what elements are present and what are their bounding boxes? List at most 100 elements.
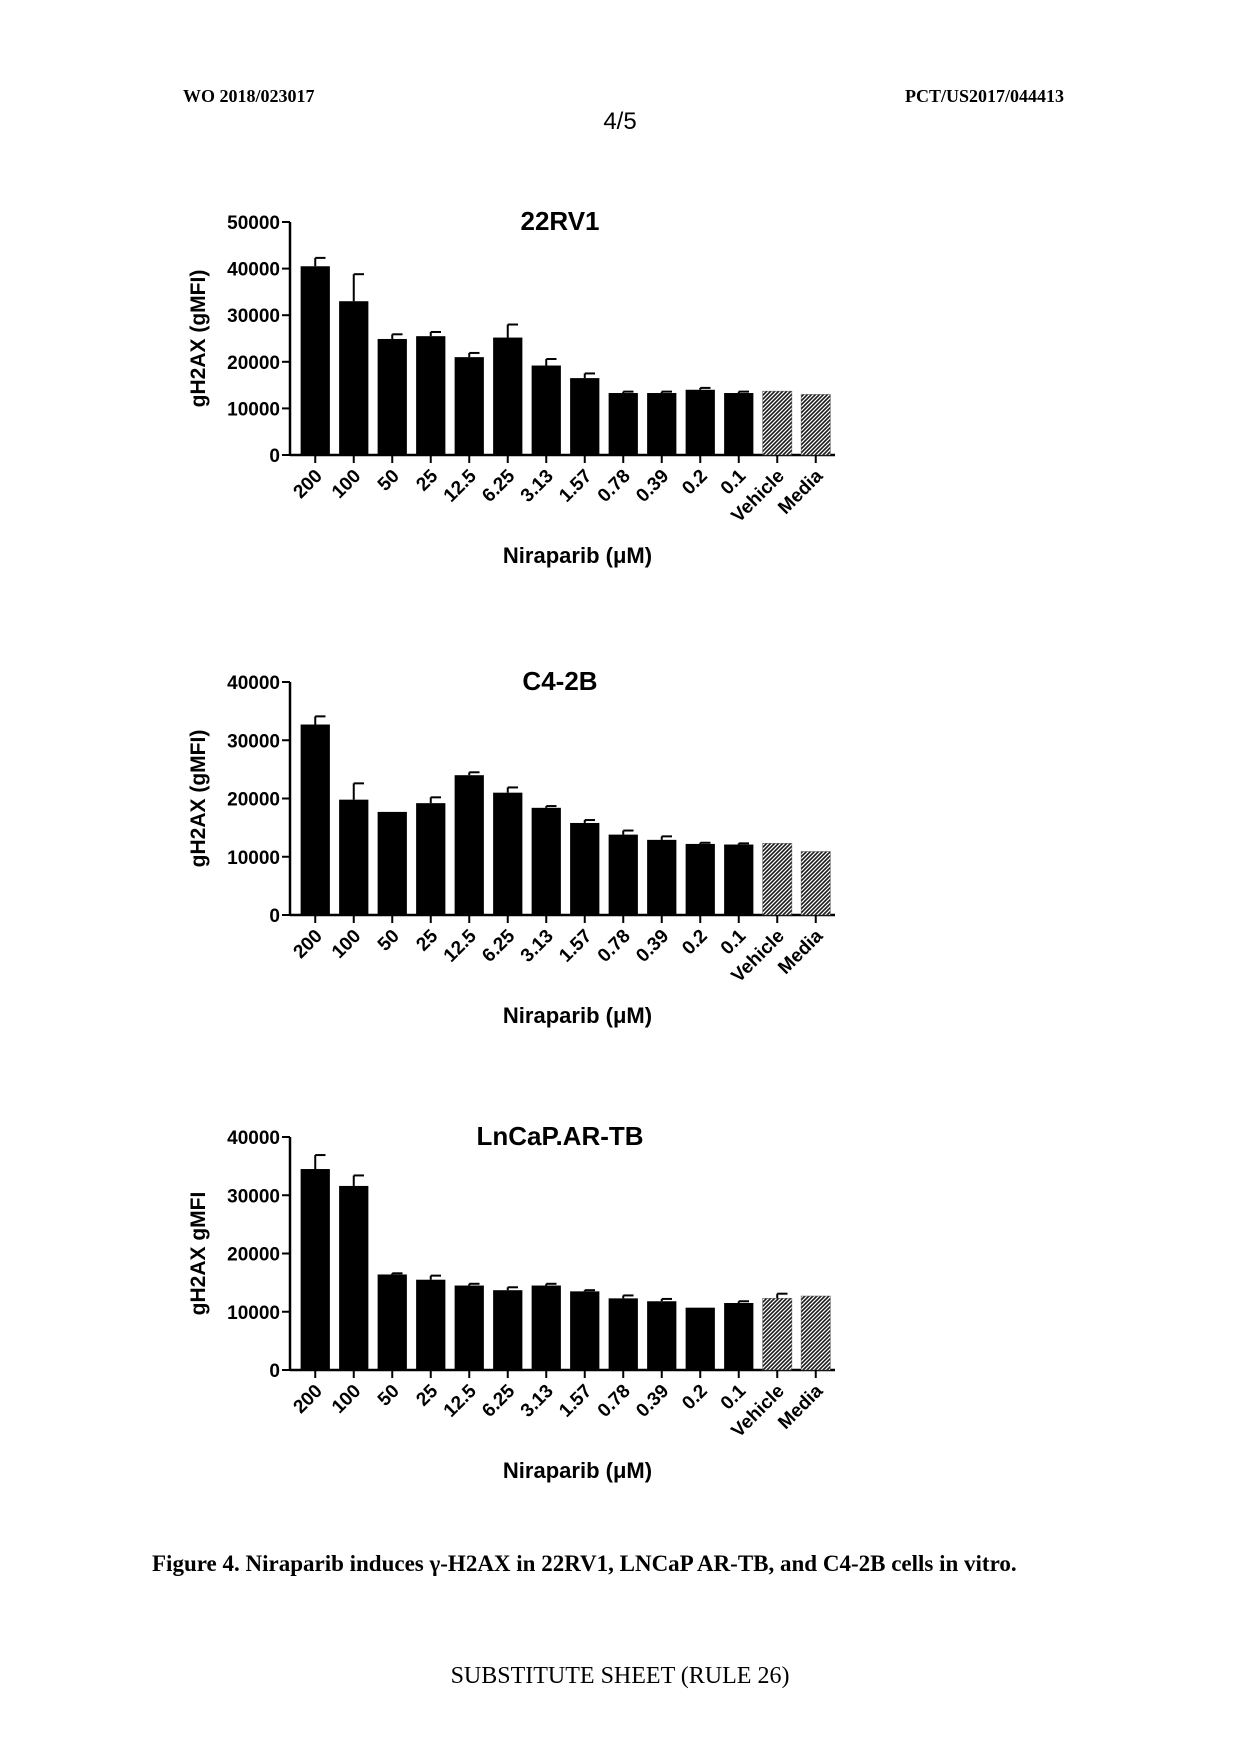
x-axis-label: Niraparib (μM)	[503, 1003, 652, 1028]
y-tick-label: 20000	[227, 790, 280, 811]
y-tick-label: 10000	[227, 848, 280, 869]
x-tick-label: 100	[328, 466, 365, 503]
x-tick-label: 1.57	[555, 926, 596, 967]
x-tick-label: 0.2	[678, 1381, 712, 1415]
x-axis-label: Niraparib (μM)	[503, 1458, 652, 1483]
bar	[800, 1295, 831, 1371]
bar	[685, 1307, 715, 1370]
y-tick-label: 20000	[227, 353, 280, 374]
bar	[724, 844, 754, 915]
x-tick-label: 0.2	[678, 466, 712, 500]
bar	[531, 807, 561, 915]
bar	[800, 851, 831, 916]
bar	[300, 724, 330, 915]
x-tick-label: 25	[412, 925, 442, 955]
x-tick-label: 3.13	[517, 466, 558, 507]
bar	[493, 337, 523, 455]
y-tick-label: 30000	[227, 731, 280, 752]
bar-chart-22rv1: 22RV1 0 10000 20000 30000 40000 50000 gH2AX (gM…	[187, 206, 835, 568]
bar	[454, 1285, 484, 1370]
bar	[685, 843, 715, 915]
x-tick-label: Media	[774, 925, 827, 978]
bar	[493, 792, 523, 915]
y-tick-label: 40000	[227, 1128, 280, 1149]
y-tick-label: 40000	[227, 673, 280, 694]
x-tick-label: Media	[774, 465, 827, 518]
x-tick-label: 0.2	[678, 926, 712, 960]
bar	[608, 1298, 638, 1370]
x-tick-label: 0.78	[594, 1381, 635, 1422]
x-tick-label: 0.39	[632, 1381, 673, 1422]
x-tick-label: Media	[774, 1380, 827, 1433]
bar	[339, 799, 369, 915]
y-tick-label: 20000	[227, 1245, 280, 1266]
bar	[762, 390, 793, 456]
x-tick-label: 0.78	[594, 466, 635, 507]
bar	[416, 336, 446, 455]
x-axis-label: Niraparib (μM)	[503, 543, 652, 568]
bar	[647, 393, 677, 455]
y-tick-label: 0	[269, 446, 280, 467]
bar	[608, 393, 638, 455]
x-tick-label: 0.39	[632, 466, 673, 507]
y-tick-label: 30000	[227, 1186, 280, 1207]
page-number: 4/5	[603, 108, 637, 135]
figure-caption: Figure 4. Niraparib induces γ-H2AX in 22…	[152, 1551, 1017, 1576]
page-footer: SUBSTITUTE SHEET (RULE 26)	[450, 1663, 790, 1689]
bar	[454, 357, 484, 455]
x-tick-label: 3.13	[517, 1381, 558, 1422]
y-tick-label: 10000	[227, 399, 280, 420]
x-tick-label: 25	[412, 465, 442, 495]
bar	[531, 1285, 561, 1370]
y-axis-label: gH2AX (gMFI)	[187, 270, 210, 408]
bar	[608, 834, 638, 915]
x-tick-label: 12.5	[440, 465, 481, 506]
bar	[800, 394, 831, 456]
y-axis-label: gH2AX gMFI	[187, 1192, 210, 1316]
bar	[647, 1301, 677, 1370]
bar-chart-c4-2b: C4-2B 0 10000 20000 30000 40000 gH2AX (gMFI) 20…	[187, 666, 835, 1028]
bar	[377, 1274, 407, 1370]
bar	[724, 393, 754, 455]
bar	[339, 1185, 369, 1370]
bar-chart-lncap: LnCaP.AR-TB 0 10000 20000 30000 40000 gH2AX gM…	[187, 1121, 835, 1483]
x-tick-label: 200	[290, 1381, 327, 1418]
bar	[454, 775, 484, 915]
bar	[647, 839, 677, 915]
x-tick-label: 100	[328, 1381, 365, 1418]
chart-panel-c4-2b: C4-2B 0 10000 20000 30000 40000 gH2AX (gMFI) 20…	[0, 650, 1240, 1040]
bar	[377, 811, 407, 915]
x-tick-label: 200	[290, 926, 327, 963]
x-tick-label: 1.57	[555, 466, 596, 507]
x-tick-label: 0.39	[632, 926, 673, 967]
bar	[416, 803, 446, 915]
application-number: PCT/US2017/044413	[904, 86, 1064, 106]
chart-panel-lncap: LnCaP.AR-TB 0 10000 20000 30000 40000 gH2AX gM…	[0, 1105, 1240, 1495]
x-tick-label: 12.5	[440, 925, 481, 966]
x-tick-label: 100	[328, 926, 365, 963]
bar	[377, 338, 407, 455]
bar	[570, 822, 600, 915]
x-tick-label: 50	[374, 926, 404, 956]
x-tick-label: 1.57	[555, 1381, 596, 1422]
y-tick-label: 0	[269, 906, 280, 927]
bar	[300, 1169, 330, 1370]
bar	[416, 1279, 446, 1370]
bar	[570, 1291, 600, 1370]
x-tick-label: 50	[374, 1381, 404, 1411]
x-tick-label: 12.5	[440, 1380, 481, 1421]
x-tick-label: 6.25	[478, 465, 519, 506]
y-tick-label: 30000	[227, 306, 280, 327]
y-tick-label: 50000	[227, 213, 280, 234]
bar	[300, 266, 330, 455]
patent-number: WO 2018/023017	[183, 86, 315, 106]
chart-title: LnCaP.AR-TB	[476, 1121, 643, 1151]
y-axis-label: gH2AX (gMFI)	[187, 730, 210, 868]
x-tick-label: 6.25	[478, 925, 519, 966]
y-tick-label: 10000	[227, 1303, 280, 1324]
x-tick-label: 6.25	[478, 1380, 519, 1421]
bar	[762, 1298, 793, 1371]
x-tick-label: 3.13	[517, 926, 558, 967]
bar	[685, 389, 715, 455]
bar	[531, 365, 561, 455]
